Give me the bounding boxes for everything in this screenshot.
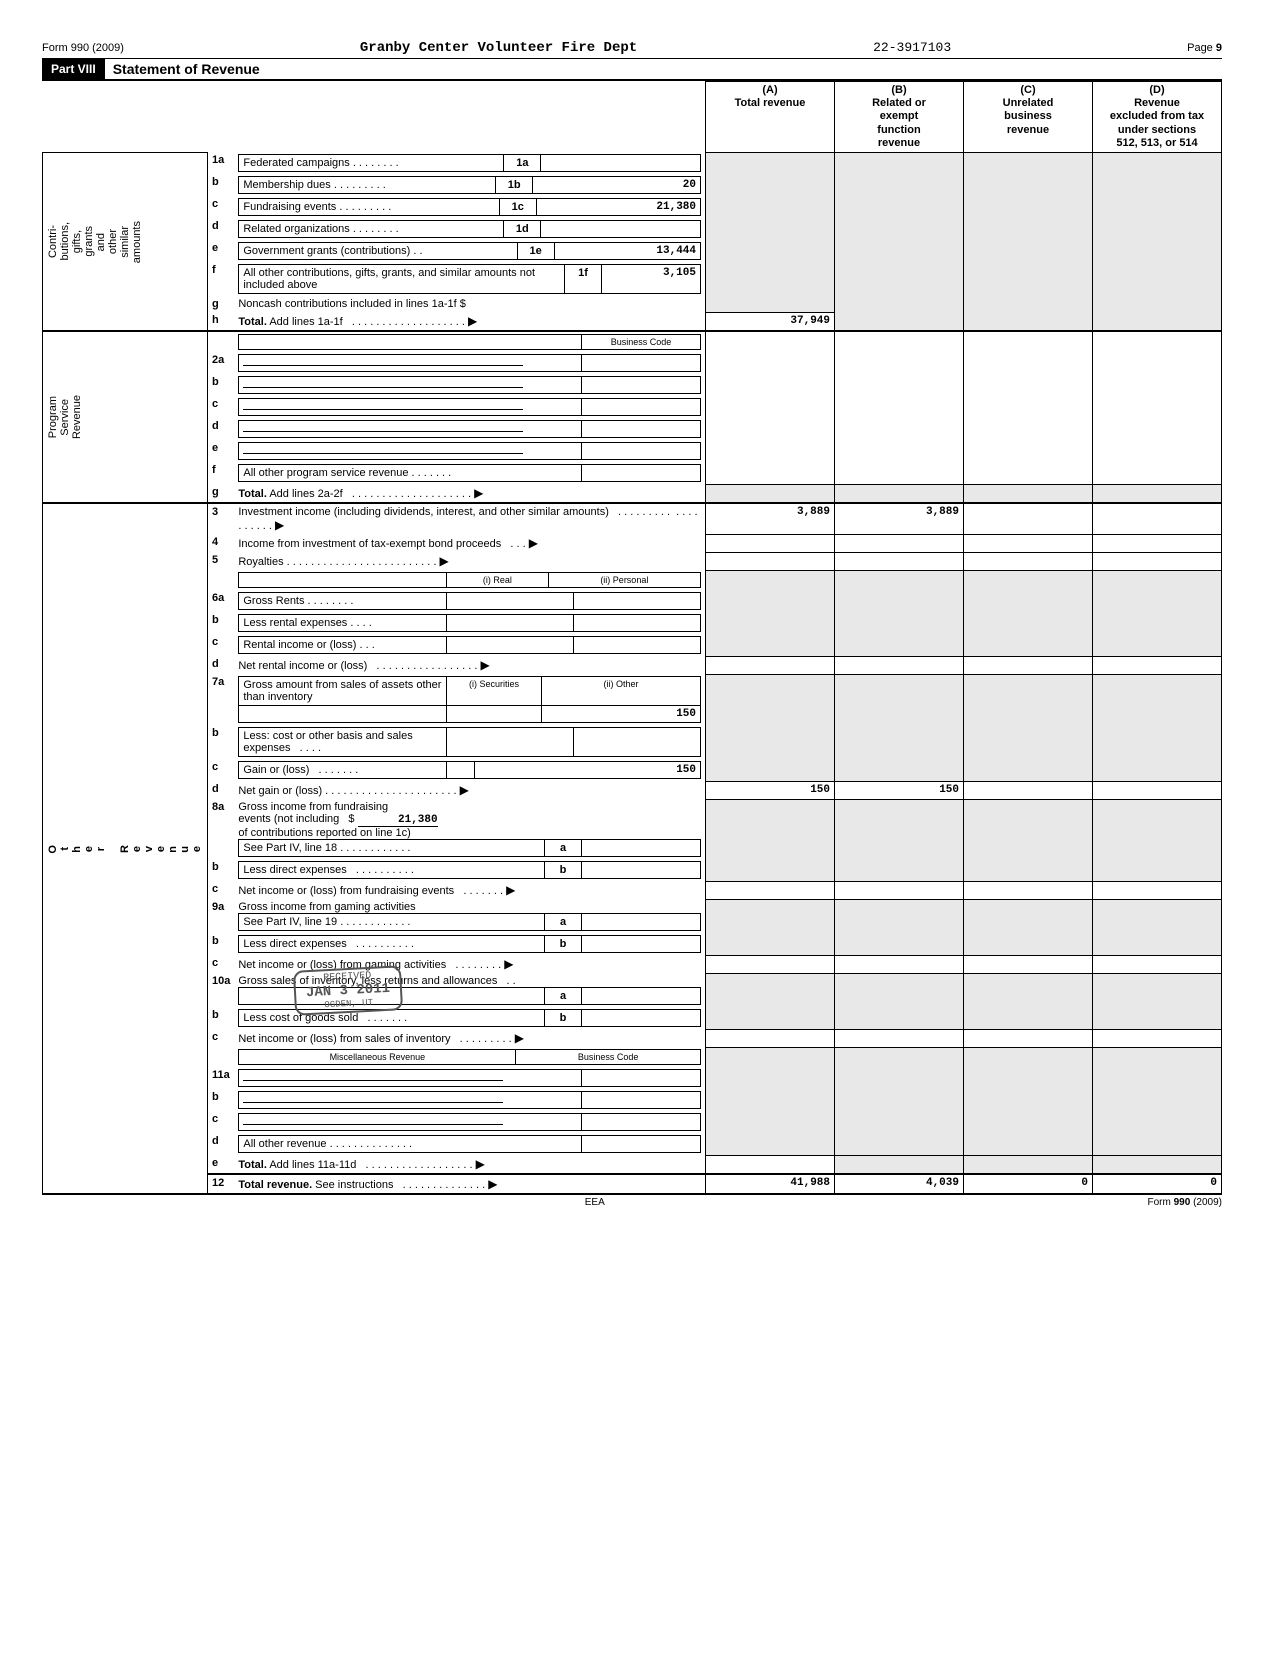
line-1f-value: 3,105 xyxy=(602,265,701,294)
col-d-header: (D)Revenueexcluded from taxunder section… xyxy=(1093,82,1222,153)
col-b-header: (B)Related orexemptfunctionrevenue xyxy=(835,82,964,153)
line-1h-total: 37,949 xyxy=(706,312,835,331)
line-7a-other: 150 xyxy=(541,706,700,723)
line-3-colB: 3,889 xyxy=(835,503,964,534)
line-1a-desc: Federated campaigns . . . . . . . . xyxy=(239,155,504,172)
section3-side-label: OtherRevenue xyxy=(43,503,208,1194)
part-title: Statement of Revenue xyxy=(105,61,260,77)
ein: 22-3917103 xyxy=(873,40,951,55)
footer-eea: EEA xyxy=(585,1197,605,1208)
col-a-header: (A)Total revenue xyxy=(706,82,835,153)
line-8a-amount: 21,380 xyxy=(358,814,438,827)
line-1a-value xyxy=(541,155,701,172)
line-1c-value: 21,380 xyxy=(536,199,700,216)
part-label: Part VIII xyxy=(42,59,105,79)
footer-form: Form 990 (2009) xyxy=(1148,1197,1222,1208)
section2-side-label: ProgramServiceRevenue xyxy=(43,331,208,503)
line-7d-colA: 150 xyxy=(706,781,835,799)
line-1a-letter: 1a xyxy=(212,154,224,166)
org-name: Granby Center Volunteer Fire Dept xyxy=(360,40,637,56)
business-code-header: Business Code xyxy=(582,335,701,350)
line-12-colC: 0 xyxy=(964,1174,1093,1194)
col-c-header: (C)Unrelatedbusinessrevenue xyxy=(964,82,1093,153)
line-1b-value: 20 xyxy=(533,177,701,194)
part-header: Part VIII Statement of Revenue xyxy=(42,59,1222,81)
line-7c-other: 150 xyxy=(474,762,700,779)
form-header: Form 990 (2009) Granby Center Volunteer … xyxy=(42,40,1222,59)
form-label: Form 990 (2009) xyxy=(42,42,124,54)
line-7d-colB: 150 xyxy=(835,781,964,799)
line-12-colB: 4,039 xyxy=(835,1174,964,1194)
line-12-colA: 41,988 xyxy=(706,1174,835,1194)
line-12-colD: 0 xyxy=(1093,1174,1222,1194)
line-1e-value: 13,444 xyxy=(554,243,700,260)
page-number: Page Page 99 xyxy=(1187,42,1222,54)
line-3-colA: 3,889 xyxy=(706,503,835,534)
page-footer: EEA Form 990 (2009) xyxy=(42,1197,1222,1208)
revenue-table: (A)Total revenue (B)Related orexemptfunc… xyxy=(42,81,1222,1195)
section1-side-label: Contri-butions,gifts,grantsandothersimil… xyxy=(43,152,208,331)
line-1a-box: 1a xyxy=(504,155,541,172)
